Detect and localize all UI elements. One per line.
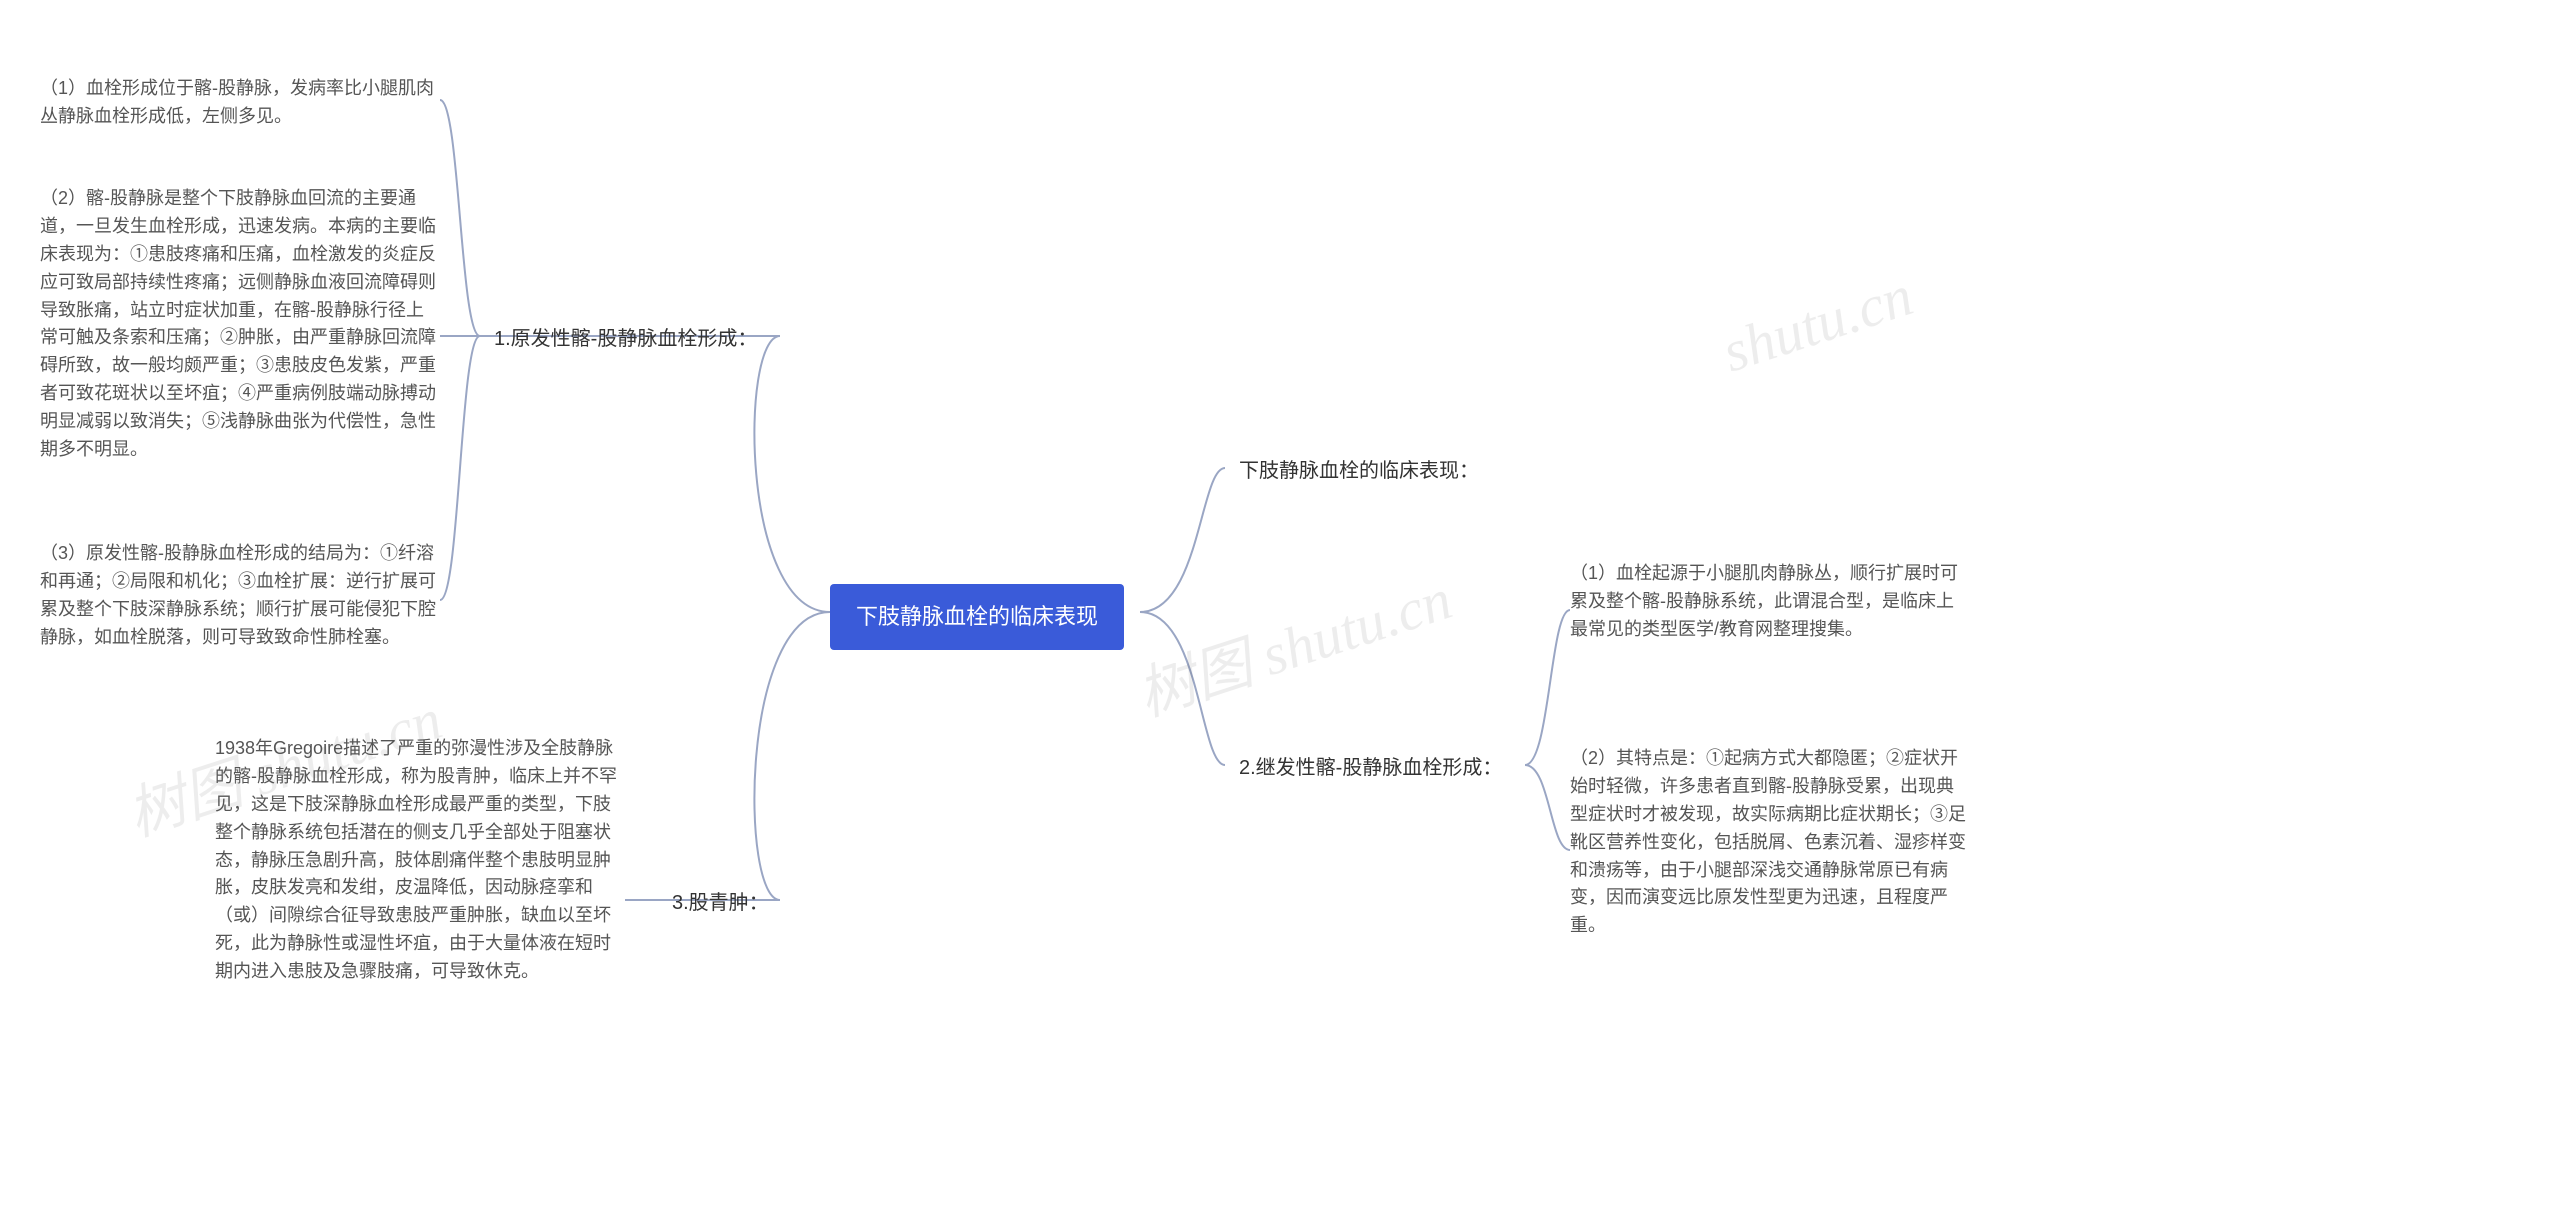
branch-clinical-right[interactable]: 下肢静脉血栓的临床表现： [1225, 448, 1493, 495]
conn-root-r1 [1140, 468, 1225, 612]
leaf-secondary-1: （1）血栓起源于小腿肌肉静脉丛，顺行扩展时可累及整个髂-股静脉系统，此谓混合型，… [1570, 560, 1970, 644]
conn-root-b1 [480, 336, 830, 612]
root-node[interactable]: 下肢静脉血栓的临床表现 [830, 584, 1124, 650]
conn-root-r2 [1140, 612, 1225, 765]
conn-b1-l1c [440, 336, 480, 600]
leaf-primary-3: （3）原发性髂-股静脉血栓形成的结局为：①纤溶和再通；②局限和机化；③血栓扩展：… [40, 540, 440, 652]
conn-b1-l1a [440, 100, 480, 336]
watermark-2: 树图 shutu.cn [1125, 552, 1460, 732]
watermark-3: shutu.cn [1714, 262, 1920, 386]
leaf-phlegmasia-1: 1938年Gregoire描述了严重的弥漫性涉及全肢静脉的髂-股静脉血栓形成，称… [215, 735, 625, 986]
branch-secondary-iliac[interactable]: 2.继发性髂-股静脉血栓形成： [1225, 745, 1516, 792]
branch-phlegmasia[interactable]: 3.股青肿： [658, 880, 783, 927]
conn-root-b3 [658, 612, 830, 900]
conn-r2-r2b [1525, 765, 1570, 850]
branch-primary-iliac[interactable]: 1.原发性髂-股静脉血栓形成： [480, 316, 771, 363]
leaf-primary-2: （2）髂-股静脉是整个下肢静脉血回流的主要通道，一旦发生血栓形成，迅速发病。本病… [40, 185, 440, 464]
leaf-primary-1: （1）血栓形成位于髂-股静脉，发病率比小腿肌肉丛静脉血栓形成低，左侧多见。 [40, 75, 440, 131]
conn-r2-r2a [1525, 610, 1570, 765]
leaf-secondary-2: （2）其特点是：①起病方式大都隐匿；②症状开始时轻微，许多患者直到髂-股静脉受累… [1570, 745, 1970, 940]
